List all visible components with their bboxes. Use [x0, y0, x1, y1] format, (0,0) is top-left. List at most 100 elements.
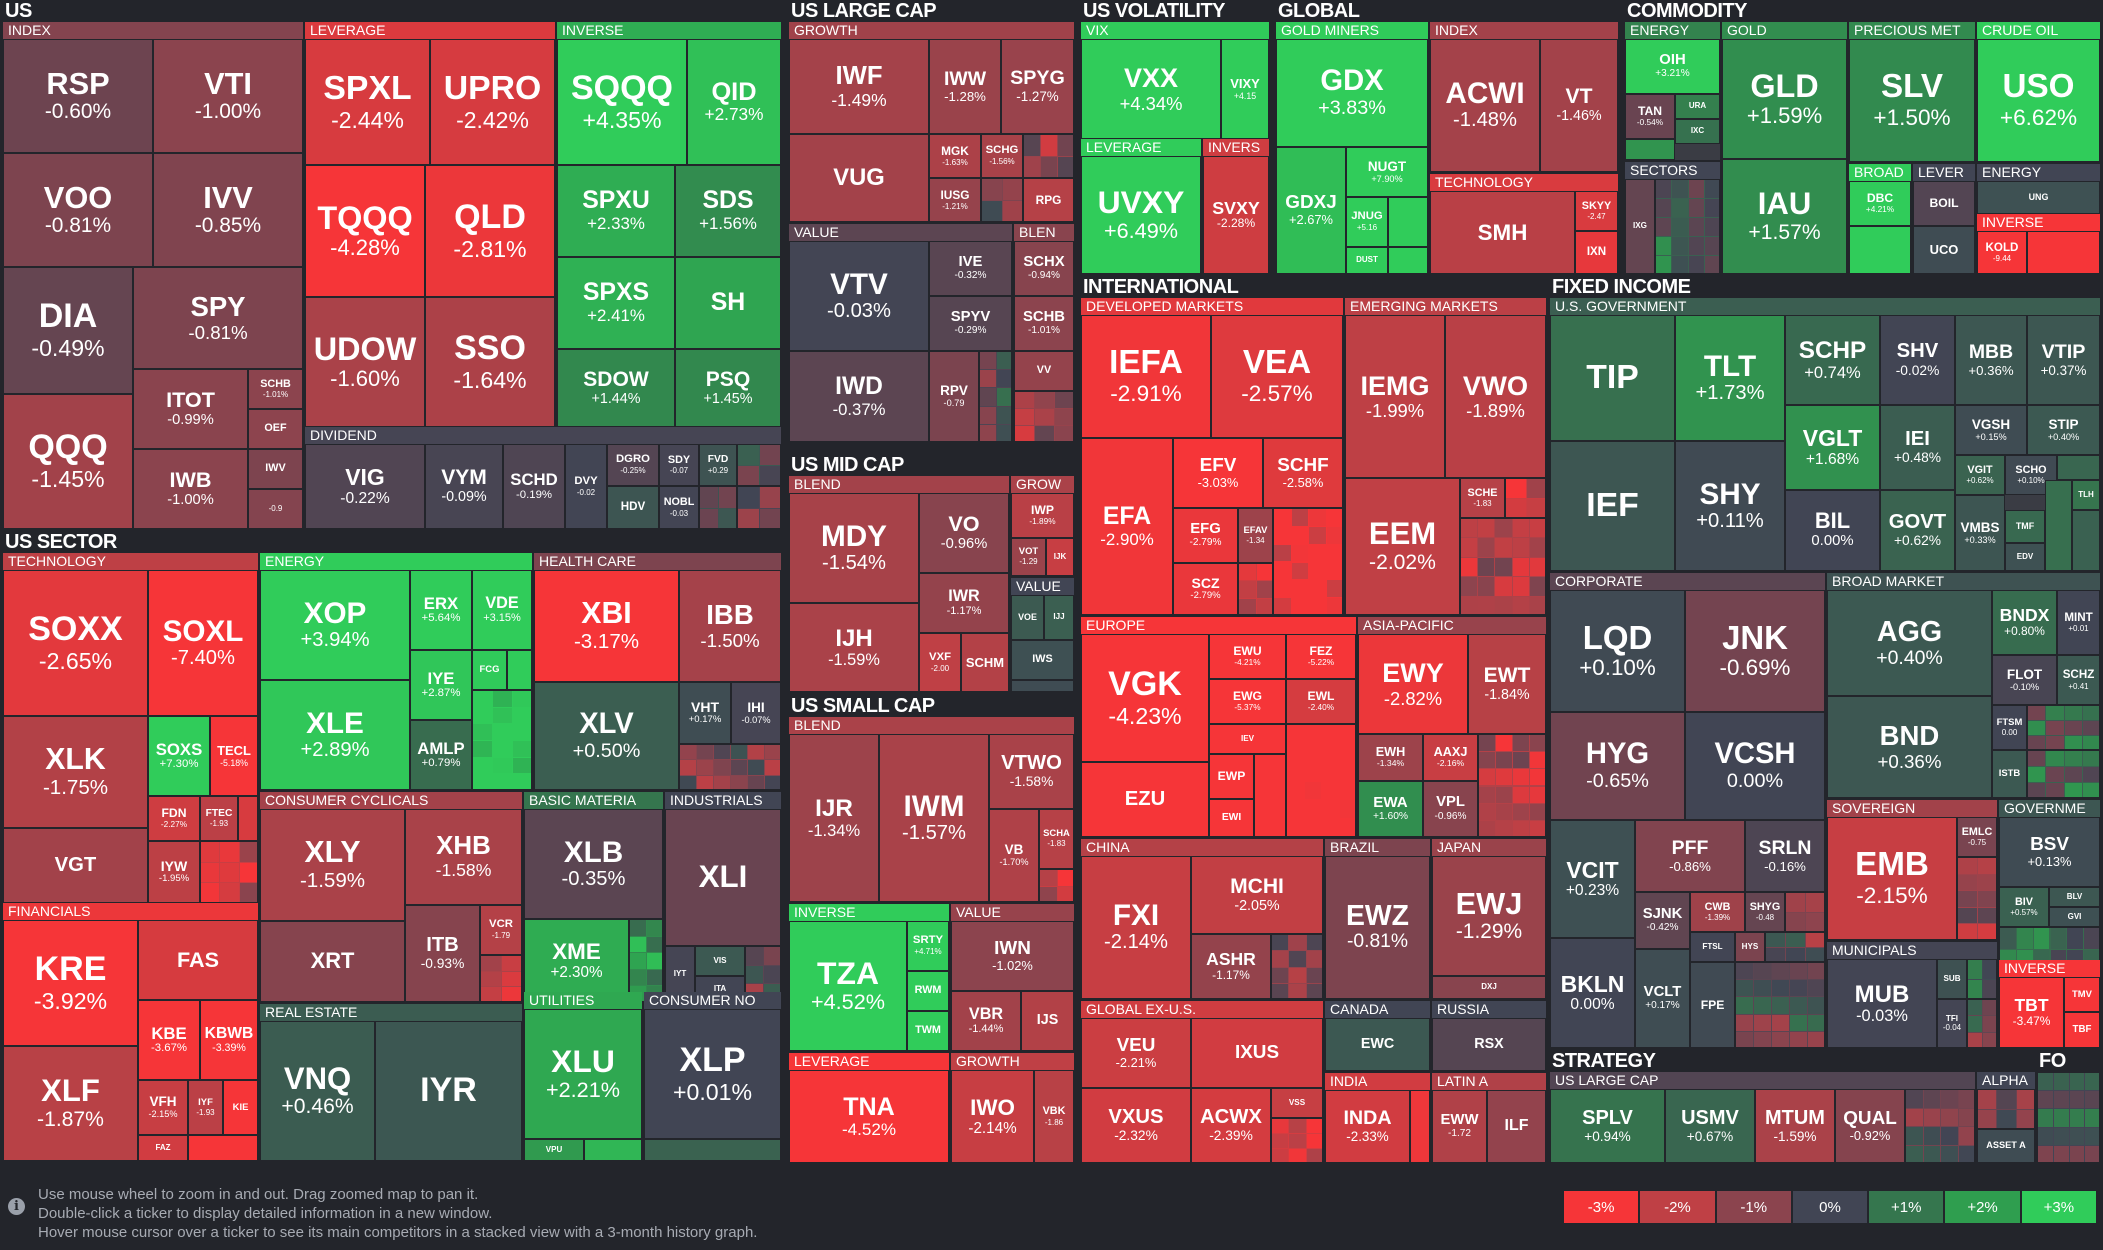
ticker-tile[interactable]: VDE +3.15%: [472, 570, 532, 650]
ticker-tile[interactable]: TZA +4.52%: [789, 921, 907, 1051]
ticker-tile[interactable]: [2045, 480, 2072, 571]
ticker-tile[interactable]: FAZ: [138, 1135, 188, 1161]
ticker-tile[interactable]: VSS: [1271, 1088, 1323, 1118]
minor-ticker-tile[interactable]: [1306, 983, 1322, 998]
minor-ticker-tile[interactable]: [1339, 743, 1355, 762]
minor-ticker-tile[interactable]: [1513, 769, 1529, 786]
minor-ticker-tile[interactable]: [1309, 562, 1326, 580]
minor-ticker-tile[interactable]: [1003, 201, 1022, 221]
minor-ticker-tile[interactable]: [1478, 596, 1495, 614]
minor-ticker-tile[interactable]: [2046, 706, 2064, 720]
ticker-tile[interactable]: FXI -2.14%: [1081, 856, 1191, 999]
ticker-tile[interactable]: VO -0.96%: [919, 493, 1009, 573]
ticker-tile[interactable]: BSV +0.13%: [1999, 817, 2100, 887]
minor-ticker-tile[interactable]: [630, 936, 646, 953]
minor-ticker-tile[interactable]: [1289, 935, 1306, 951]
ticker-tile[interactable]: [1785, 892, 1825, 932]
ticker-tile[interactable]: HYS: [1735, 932, 1765, 962]
minor-ticker-tile[interactable]: [1287, 781, 1304, 800]
minor-ticker-tile[interactable]: [980, 370, 996, 388]
ticker-tile[interactable]: EFV -3.03%: [1173, 438, 1263, 508]
minor-ticker-tile[interactable]: [1506, 499, 1526, 517]
minor-ticker-tile[interactable]: [1304, 743, 1321, 762]
ticker-tile[interactable]: EFG -2.79%: [1173, 508, 1238, 563]
minor-ticker-tile[interactable]: [220, 842, 239, 862]
ticker-tile[interactable]: DUST: [1346, 247, 1388, 274]
minor-ticker-tile[interactable]: [1754, 963, 1771, 980]
ticker-tile[interactable]: VBR -1.44%: [951, 991, 1021, 1051]
ticker-tile[interactable]: TIP: [1550, 315, 1675, 441]
minor-ticker-tile[interactable]: [1786, 893, 1805, 912]
ticker-tile[interactable]: XOP +3.94%: [260, 570, 410, 680]
minor-ticker-tile[interactable]: [1736, 997, 1753, 1014]
ticker-tile[interactable]: VMBS +0.33%: [1955, 495, 2005, 571]
minor-ticker-tile[interactable]: [1806, 913, 1824, 931]
ticker-tile[interactable]: TFI -0.04: [1937, 999, 1967, 1048]
minor-ticker-tile[interactable]: [1978, 1090, 1997, 1109]
minor-ticker-tile[interactable]: [1274, 509, 1291, 526]
ticker-tile[interactable]: VYM -0.09%: [425, 444, 503, 529]
minor-ticker-tile[interactable]: [1306, 967, 1322, 983]
minor-ticker-tile[interactable]: [1530, 735, 1545, 752]
ticker-tile[interactable]: [1286, 724, 1356, 837]
ticker-tile[interactable]: [188, 1135, 258, 1161]
minor-ticker-tile[interactable]: [201, 862, 220, 883]
minor-ticker-tile[interactable]: [731, 760, 747, 775]
ticker-tile[interactable]: IXN: [1575, 231, 1618, 274]
ticker-tile[interactable]: IEMG -1.99%: [1345, 315, 1445, 478]
ticker-tile[interactable]: KOLD -9.44: [1977, 231, 2027, 274]
minor-ticker-tile[interactable]: [2028, 767, 2046, 782]
ticker-tile[interactable]: IYW -1.95%: [148, 841, 200, 903]
minor-ticker-tile[interactable]: [2028, 721, 2046, 735]
minor-ticker-tile[interactable]: [1304, 762, 1321, 781]
ticker-tile[interactable]: EDV: [2005, 543, 2045, 571]
ticker-tile[interactable]: IWM -1.57%: [879, 734, 989, 902]
minor-ticker-tile[interactable]: [1309, 580, 1326, 598]
ticker-tile[interactable]: AAXJ -2.16%: [1423, 734, 1478, 781]
minor-ticker-tile[interactable]: [1704, 256, 1719, 273]
minor-ticker-tile[interactable]: [1495, 577, 1512, 596]
minor-ticker-tile[interactable]: [2085, 1145, 2099, 1162]
minor-ticker-tile[interactable]: [748, 760, 764, 775]
minor-ticker-tile[interactable]: [1239, 598, 1256, 614]
minor-ticker-tile[interactable]: [2038, 1091, 2053, 1109]
minor-ticker-tile[interactable]: [513, 724, 531, 740]
ticker-tile[interactable]: URA: [1675, 94, 1720, 119]
ticker-tile[interactable]: EMB -2.15%: [1827, 817, 1957, 940]
minor-ticker-tile[interactable]: [1672, 256, 1688, 273]
ticker-tile[interactable]: IEV: [1209, 724, 1286, 754]
minor-ticker-tile[interactable]: [513, 774, 531, 789]
minor-ticker-tile[interactable]: [1478, 557, 1495, 577]
ticker-tile[interactable]: SHYG -0.48: [1745, 892, 1785, 932]
minor-ticker-tile[interactable]: [1057, 886, 1073, 901]
minor-ticker-tile[interactable]: [1287, 800, 1304, 819]
ticker-tile[interactable]: [584, 1139, 642, 1161]
minor-ticker-tile[interactable]: [2050, 928, 2067, 949]
ticker-tile[interactable]: [679, 744, 781, 790]
ticker-tile[interactable]: XLP +0.01%: [644, 1009, 781, 1139]
minor-ticker-tile[interactable]: [1513, 752, 1529, 769]
minor-ticker-tile[interactable]: [2028, 736, 2046, 749]
minor-ticker-tile[interactable]: [996, 424, 1011, 441]
minor-ticker-tile[interactable]: [1978, 891, 1996, 907]
ticker-tile[interactable]: GOVT +0.62%: [1880, 490, 1955, 571]
ticker-tile[interactable]: [1765, 932, 1825, 962]
minor-ticker-tile[interactable]: [1287, 743, 1304, 762]
minor-ticker-tile[interactable]: [2064, 736, 2082, 749]
minor-ticker-tile[interactable]: [1923, 1127, 1940, 1145]
ticker-tile[interactable]: [1967, 959, 1997, 999]
minor-ticker-tile[interactable]: [2069, 1127, 2085, 1145]
minor-ticker-tile[interactable]: [697, 745, 713, 760]
minor-ticker-tile[interactable]: [1806, 933, 1824, 947]
ticker-tile[interactable]: XLE +2.89%: [260, 680, 410, 790]
minor-ticker-tile[interactable]: [719, 508, 736, 528]
ticker-tile[interactable]: VBK -1.86: [1034, 1070, 1074, 1163]
minor-ticker-tile[interactable]: [2053, 1145, 2069, 1162]
minor-ticker-tile[interactable]: [1272, 935, 1289, 951]
minor-ticker-tile[interactable]: [980, 424, 996, 441]
ticker-tile[interactable]: VT -1.46%: [1540, 39, 1618, 172]
ticker-tile[interactable]: FPE: [1690, 962, 1735, 1048]
minor-ticker-tile[interactable]: [1754, 1014, 1771, 1031]
ticker-tile[interactable]: SKYY -2.47: [1575, 191, 1618, 231]
minor-ticker-tile[interactable]: [1272, 951, 1289, 967]
